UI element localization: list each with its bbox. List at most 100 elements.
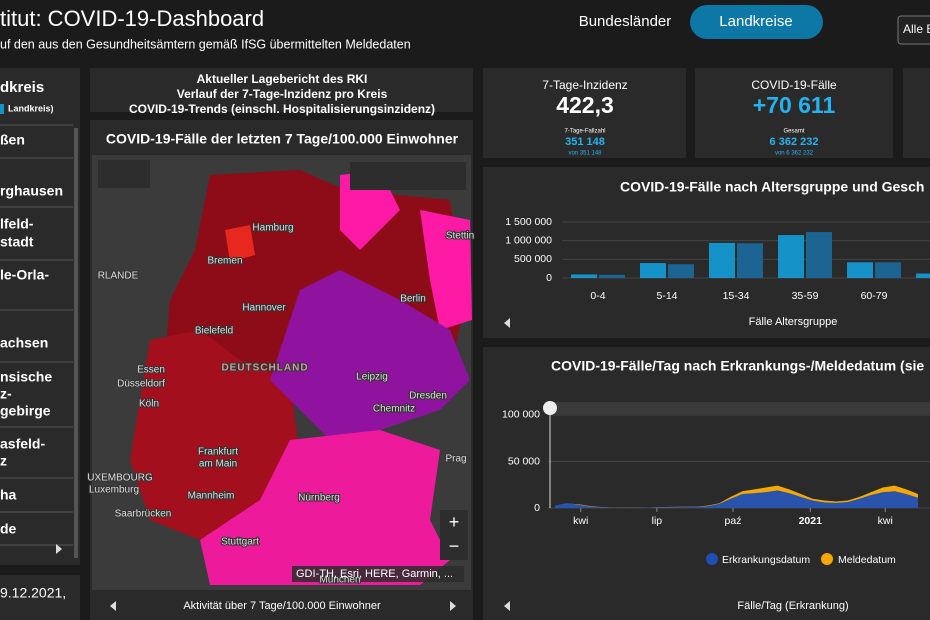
bar	[916, 273, 930, 278]
map-label: Mannheim	[188, 491, 235, 502]
attribution-bg	[292, 566, 464, 582]
map-label: Stettin	[446, 231, 474, 242]
bar	[571, 274, 597, 278]
map-tool[interactable]	[98, 160, 124, 188]
subtitle: uf den aus den Gesundheitsämtern gemäß I…	[0, 37, 411, 51]
kpi-sub-note: von 6 362 232	[775, 151, 814, 157]
map-label: Essen	[137, 365, 165, 376]
kpi-panel	[483, 68, 686, 158]
sidebar-item[interactable]: lfeld-	[0, 216, 34, 232]
sidebar-item[interactable]: stadt	[0, 234, 34, 250]
x-tick-label: paź	[725, 515, 742, 527]
sidebar-item[interactable]: de	[0, 521, 17, 537]
y-tick-label: 0	[534, 502, 540, 514]
kpi-label: 7-Tage-Inzidenz	[542, 78, 627, 92]
map: + − Hamburg Bremen Stettin Berlin Hannover Bi…	[86, 155, 475, 590]
links-panel	[90, 68, 473, 112]
chart-title: COVID-19-Fälle nach Altersgruppe und Ges…	[620, 179, 924, 195]
map-label: Chemnitz	[373, 404, 415, 415]
bar	[778, 235, 804, 278]
map-label: Hamburg	[252, 223, 293, 234]
area	[555, 490, 918, 508]
bar	[599, 274, 625, 278]
daily-chart-panel	[483, 347, 930, 620]
tab[interactable]: Landkreise	[719, 13, 792, 30]
kpi-sub-label: 7-Tage-Fallzahl	[564, 129, 605, 135]
sidebar-item[interactable]: ha	[0, 487, 17, 503]
map-label: Berlin	[400, 294, 426, 305]
link[interactable]: Aktueller Lagebericht des RKI	[197, 72, 368, 86]
sidebar-item[interactable]: rghausen	[0, 183, 63, 199]
map-label: Frankfurt	[198, 447, 238, 458]
sidebar-item[interactable]: asfeld-	[0, 436, 45, 452]
kpi-sub-value: 351 148	[565, 136, 605, 148]
date: 9.12.2021,	[0, 585, 66, 601]
map-toolbar[interactable]	[350, 162, 466, 190]
legend-swatch	[821, 553, 833, 565]
x-tick-label: 35-59	[792, 290, 819, 302]
map-tool[interactable]	[124, 160, 150, 188]
x-tick-label: 60-79	[861, 290, 888, 302]
title: titut: COVID-19-Dashboard	[0, 6, 264, 31]
sidebar-title: dkreis	[0, 79, 44, 96]
map-label: Luxemburg	[89, 485, 139, 496]
kpi-value: +70 611	[753, 92, 836, 118]
sidebar-item[interactable]: gebirge	[0, 403, 51, 419]
map-label: Bremen	[207, 256, 242, 267]
x-tick-label: 5-14	[656, 290, 677, 302]
region	[270, 270, 470, 440]
sidebar-item[interactable]: le-Orla-	[0, 267, 49, 283]
map-label: DEUTSCHLAND	[221, 363, 308, 374]
map-footer: Aktivität über 7 Tage/100.000 Einwohner	[183, 600, 381, 612]
zoom-in[interactable]: +	[449, 512, 460, 532]
y-tick-label: 50 000	[508, 455, 540, 467]
map-label: Nürnberg	[298, 493, 340, 504]
map-label: Hannover	[242, 303, 286, 314]
kpi-label: COVID-19-Fälle	[751, 78, 837, 92]
y-tick-label: 0	[546, 272, 552, 284]
kpi-value: 422,3	[556, 92, 614, 118]
x-tick-label: 0-4	[590, 290, 605, 302]
sidebar-item[interactable]: nsische	[0, 369, 52, 385]
region	[165, 170, 465, 380]
zoom-out[interactable]: −	[449, 536, 460, 556]
map-label: UXEMBOURG	[87, 473, 153, 484]
link[interactable]: COVID-19-Trends (einschl. Hospitalisieru…	[129, 102, 435, 116]
dropdown[interactable]	[897, 15, 930, 45]
tab[interactable]: Bundesländer	[579, 13, 672, 30]
sidebar-item[interactable]: z-	[0, 386, 12, 402]
map-title: COVID-19-Fälle der letzten 7 Tage/100.00…	[106, 131, 459, 147]
map-label: RLANDE	[98, 271, 139, 282]
map-label: München	[319, 575, 360, 586]
x-tick-label: kwi	[878, 515, 893, 527]
y-tick-label: 100 000	[502, 409, 540, 421]
bar	[668, 264, 694, 278]
sidebar-item[interactable]: achsen	[0, 335, 48, 351]
map-label: Köln	[139, 399, 159, 410]
kpi-sub-label: Gesamt	[783, 129, 804, 135]
map-label: Bielefeld	[195, 326, 233, 337]
pager-arrow	[110, 601, 116, 611]
pager-arrow	[450, 601, 456, 611]
bar	[806, 232, 832, 278]
kpi-panel	[695, 68, 893, 158]
kpi-panel	[903, 68, 930, 158]
map-label: Leipzig	[356, 372, 388, 383]
zoom-buttons[interactable]	[440, 510, 468, 560]
legend-label: Erkrankungsdatum	[722, 554, 810, 566]
chart-title: COVID-19-Fälle/Tag nach Erkrankungs-/Mel…	[551, 358, 924, 374]
sidebar-tag: Landkreis)	[8, 103, 54, 113]
x-tick-label: 15-34	[723, 290, 750, 302]
x-axis-label: Fälle/Tag (Erkrankung)	[737, 600, 848, 612]
slider-handle[interactable]	[543, 401, 557, 415]
link[interactable]: Verlauf der 7-Tage-Inzidenz pro Kreis	[177, 87, 388, 101]
region	[420, 210, 472, 330]
sidebar-item[interactable]: ßen	[0, 132, 25, 148]
tab-active[interactable]	[690, 5, 823, 39]
sidebar-item[interactable]: z	[0, 453, 7, 469]
pager-arrow	[504, 601, 510, 611]
pager-arrow	[56, 544, 62, 554]
kpi-sub-note: von 351 148	[568, 151, 602, 157]
